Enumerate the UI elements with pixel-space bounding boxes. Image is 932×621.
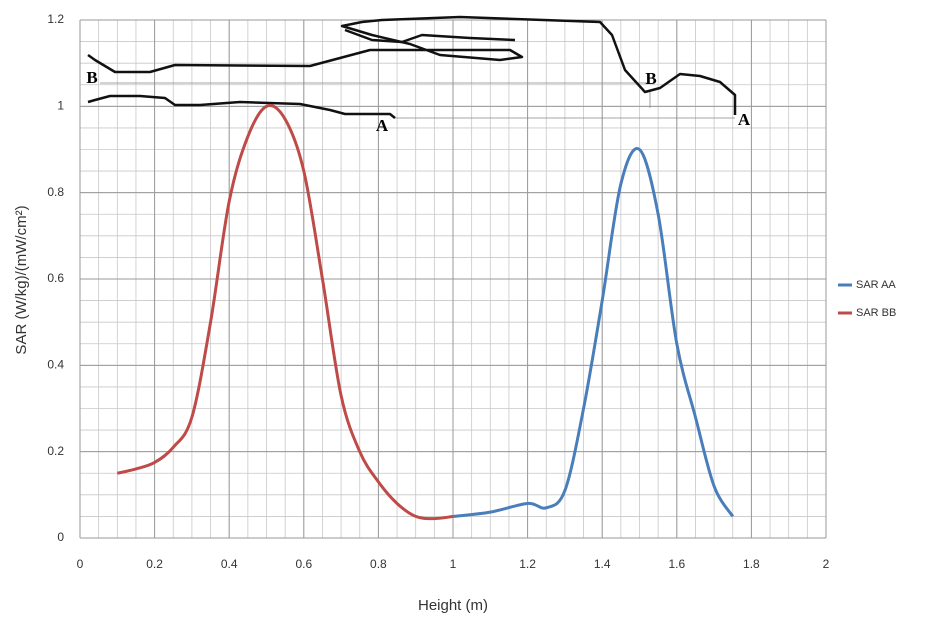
x-tick-label: 1.8 [743, 557, 760, 571]
y-tick-label: 1 [57, 99, 64, 113]
x-axis-label: Height (m) [418, 597, 488, 614]
legend-label: SAR BB [856, 307, 896, 319]
y-axis-label: SAR (W/kg)/(mW/cm²) [13, 205, 30, 354]
x-tick-label: 0.4 [221, 557, 238, 571]
annotation: B [86, 68, 97, 87]
legend-label: SAR AA [856, 279, 896, 291]
series-line [116, 104, 454, 521]
x-tick-label: 0 [77, 557, 84, 571]
annotation: A [376, 116, 389, 135]
y-tick-label: 0.8 [47, 185, 64, 199]
y-tick-label: 1.2 [47, 12, 64, 26]
y-tick-label: 0.6 [47, 271, 64, 285]
annotation: A [738, 110, 751, 129]
x-tick-label: 0.8 [370, 557, 387, 571]
x-tick-label: 1.2 [519, 557, 536, 571]
x-tick-label: 1.6 [668, 557, 685, 571]
annotation: B [645, 69, 656, 88]
y-tick-label: 0.2 [47, 444, 64, 458]
x-tick-label: 1.4 [594, 557, 611, 571]
x-tick-label: 0.2 [146, 557, 163, 571]
x-tick-label: 1 [450, 557, 457, 571]
series-line [452, 147, 735, 518]
x-tick-label: 0.6 [295, 557, 312, 571]
body-outline [87, 15, 737, 119]
y-tick-label: 0.4 [47, 358, 64, 372]
grid [79, 19, 827, 539]
y-tick-label: 0 [57, 530, 64, 544]
x-tick-label: 2 [823, 557, 830, 571]
